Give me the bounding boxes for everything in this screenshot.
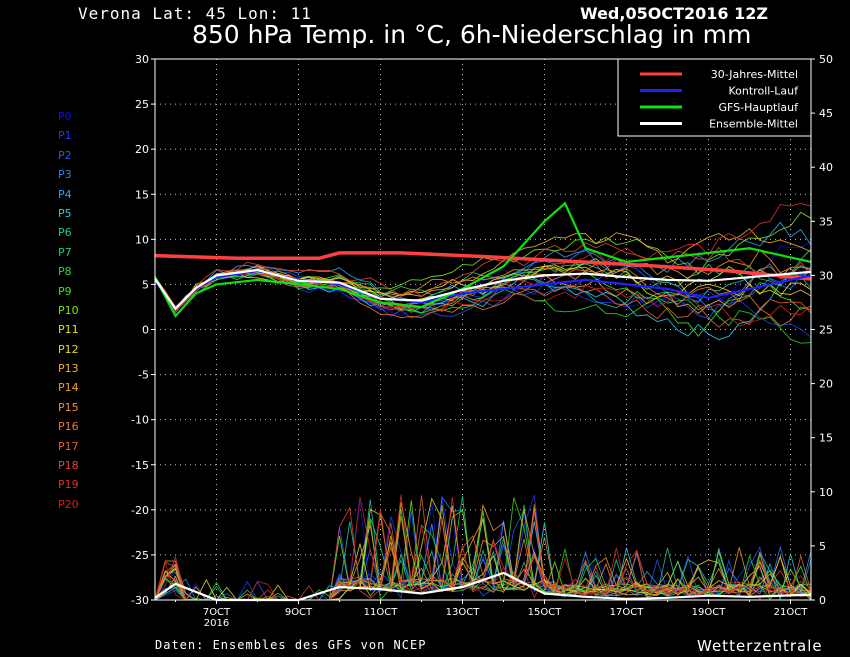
right-tick-label: 40 bbox=[819, 161, 833, 174]
left-tick-label: -25 bbox=[131, 549, 149, 562]
x-tick-label: 15OCT bbox=[528, 607, 563, 618]
ensemble-member-temp-line bbox=[154, 266, 812, 314]
right-tick-label: 20 bbox=[819, 378, 833, 391]
member-label: P3 bbox=[58, 168, 72, 182]
ensemble-member-temp-line bbox=[154, 263, 812, 327]
ensemble-member-lines bbox=[154, 203, 812, 602]
left-tick-label: 10 bbox=[135, 233, 149, 246]
series-line bbox=[154, 269, 812, 312]
left-tick-label: -10 bbox=[131, 414, 149, 427]
left-tick-label: 0 bbox=[142, 324, 149, 337]
member-label: P9 bbox=[58, 284, 72, 298]
member-label: P17 bbox=[58, 439, 79, 453]
member-label: P18 bbox=[58, 459, 79, 473]
member-list: P0 P1 P2 P3 P4 P5 P6 P7 P8 P9 P10 P11 P12 P13 P14 P15 P1… bbox=[58, 110, 79, 517]
x-tick-label: 17OCT bbox=[610, 607, 645, 618]
series-line bbox=[154, 251, 812, 281]
x-tick-year: 2016 bbox=[204, 618, 229, 629]
ensemble-member-temp-line bbox=[154, 273, 812, 344]
left-axis-ticks: 30 25 20 15 10 5 0 -5 -10 -15 -20 -25 -30 bbox=[131, 53, 155, 607]
member-label: P7 bbox=[58, 245, 72, 259]
member-label: P6 bbox=[58, 226, 72, 240]
left-tick-label: 30 bbox=[135, 53, 149, 66]
series-lines bbox=[154, 201, 812, 602]
legend-label: GFS-Hauptlauf bbox=[718, 101, 799, 114]
right-tick-label: 50 bbox=[819, 53, 833, 66]
member-label: P15 bbox=[58, 400, 79, 414]
member-label: P16 bbox=[58, 420, 79, 434]
left-tick-label: -5 bbox=[138, 369, 149, 382]
member-label: P13 bbox=[58, 362, 79, 376]
x-tick-label: 21OCT bbox=[774, 607, 809, 618]
series-line bbox=[154, 201, 812, 318]
member-label: P19 bbox=[58, 478, 79, 492]
right-tick-label: 5 bbox=[819, 540, 826, 553]
left-tick-label: -30 bbox=[131, 594, 149, 607]
member-label: P4 bbox=[58, 187, 72, 201]
ensemble-member-temp-line bbox=[154, 221, 812, 311]
ensemble-member-precip-line bbox=[154, 496, 812, 601]
member-label: P0 bbox=[58, 110, 72, 123]
ensemble-member-precip-line bbox=[154, 494, 812, 601]
legend-label: Ensemble-Mittel bbox=[709, 118, 798, 131]
legend: 30-Jahres-Mittel Kontroll-Lauf GFS-Hauptla… bbox=[617, 58, 812, 137]
legend-label: Kontroll-Lauf bbox=[729, 85, 800, 98]
left-tick-label: -15 bbox=[131, 459, 149, 472]
ensemble-member-temp-line bbox=[154, 258, 812, 309]
chart-title: 850 hPa Temp. in °C, 6h-Niederschlag in … bbox=[192, 20, 752, 49]
x-tick-label: 13OCT bbox=[446, 607, 481, 618]
member-label: P12 bbox=[58, 342, 79, 356]
left-tick-label: -20 bbox=[131, 504, 149, 517]
right-tick-label: 25 bbox=[819, 324, 833, 337]
right-tick-label: 15 bbox=[819, 432, 833, 445]
ensemble-member-precip-line bbox=[154, 495, 812, 601]
brand-label: Wetterzentrale bbox=[697, 637, 823, 655]
ensemble-member-temp-line bbox=[154, 266, 812, 308]
x-tick-label: 7OCT bbox=[203, 607, 231, 618]
x-tick-label: 9OCT bbox=[285, 607, 313, 618]
location-label: Verona Lat: 45 Lon: 11 bbox=[78, 4, 312, 23]
x-tick-label: 19OCT bbox=[692, 607, 727, 618]
ensemble-member-temp-line bbox=[154, 242, 812, 310]
member-label: P5 bbox=[58, 206, 72, 220]
series-line bbox=[154, 268, 812, 311]
right-tick-label: 35 bbox=[819, 215, 833, 228]
member-label: P1 bbox=[58, 129, 72, 143]
run-time-label: Wed,05OCT2016 12Z bbox=[580, 4, 768, 23]
left-tick-label: 25 bbox=[135, 98, 149, 111]
ensemble-member-temp-line bbox=[154, 262, 812, 337]
left-tick-label: 20 bbox=[135, 143, 149, 156]
legend-label: 30-Jahres-Mittel bbox=[711, 68, 798, 81]
ensemble-member-temp-line bbox=[154, 270, 812, 327]
x-tick-label: 11OCT bbox=[364, 607, 399, 618]
member-label: P11 bbox=[58, 323, 79, 337]
member-label: P8 bbox=[58, 265, 72, 279]
member-label: P20 bbox=[58, 497, 79, 511]
member-label: P2 bbox=[58, 148, 72, 162]
ensemble-member-precip-line bbox=[154, 497, 812, 601]
member-label: P10 bbox=[58, 303, 79, 317]
right-tick-label: 30 bbox=[819, 269, 833, 282]
right-tick-label: 0 bbox=[819, 594, 826, 607]
right-tick-label: 45 bbox=[819, 107, 833, 120]
member-label: P14 bbox=[58, 381, 79, 395]
data-source-label: Daten: Ensembles des GFS von NCEP bbox=[155, 638, 427, 652]
right-tick-label: 10 bbox=[819, 486, 833, 499]
left-tick-label: 5 bbox=[142, 278, 149, 291]
left-tick-label: 15 bbox=[135, 188, 149, 201]
ensemble-member-precip-line bbox=[154, 535, 812, 601]
